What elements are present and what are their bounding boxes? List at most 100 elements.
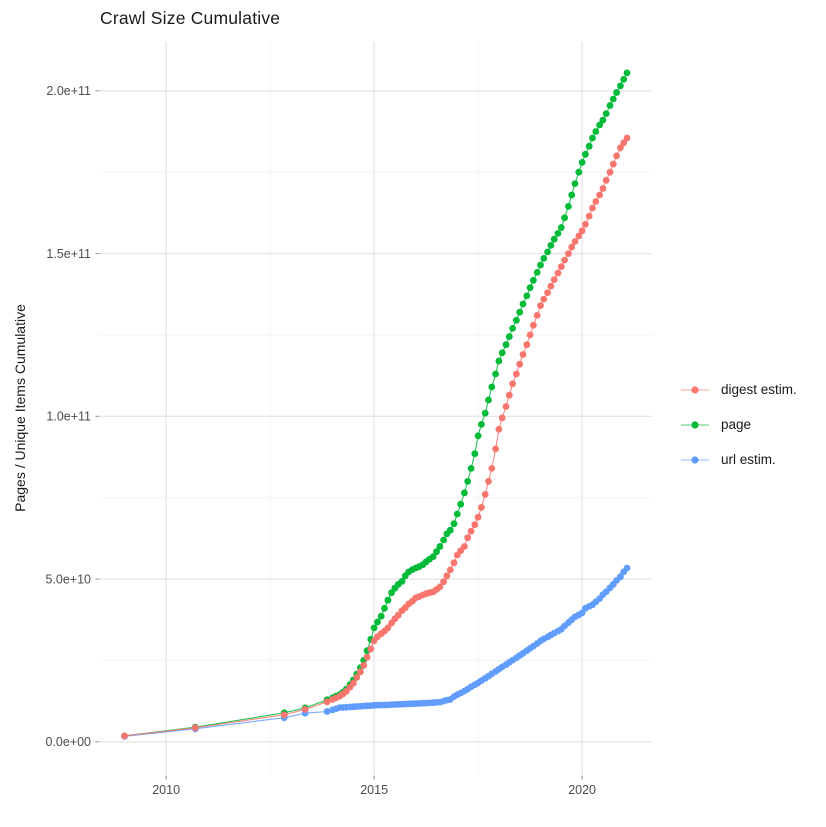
data-point bbox=[589, 204, 596, 212]
data-point bbox=[485, 396, 492, 404]
data-point bbox=[609, 95, 617, 103]
data-point bbox=[505, 333, 513, 340]
data-point bbox=[398, 577, 406, 585]
data-point bbox=[582, 220, 589, 228]
y-tick-label: 1.0e+11 bbox=[46, 410, 91, 424]
data-point bbox=[596, 191, 603, 199]
data-point bbox=[429, 553, 437, 560]
data-point bbox=[474, 432, 482, 440]
data-point bbox=[585, 142, 593, 150]
data-point bbox=[485, 478, 492, 485]
data-point bbox=[561, 214, 568, 222]
data-point bbox=[467, 527, 475, 535]
y-tick-label: 2.0e+11 bbox=[46, 84, 91, 98]
data-point bbox=[623, 564, 631, 572]
data-point bbox=[478, 504, 485, 511]
data-point bbox=[565, 250, 572, 257]
legend-label: url estim. bbox=[721, 452, 776, 467]
data-point bbox=[498, 349, 506, 357]
data-point bbox=[440, 536, 447, 544]
data-point bbox=[613, 152, 620, 160]
y-tick-label: 1.5e+11 bbox=[46, 247, 91, 261]
data-point bbox=[623, 134, 631, 142]
data-point bbox=[526, 284, 534, 292]
data-point bbox=[523, 292, 531, 300]
data-point bbox=[450, 559, 458, 567]
data-point bbox=[578, 227, 586, 235]
data-point bbox=[516, 360, 524, 368]
data-point bbox=[561, 256, 568, 264]
data-point bbox=[471, 450, 479, 458]
series-digest-estim bbox=[121, 134, 631, 740]
data-point bbox=[526, 331, 534, 339]
legend-item-page: page bbox=[680, 413, 797, 436]
data-point bbox=[377, 612, 385, 620]
y-axis-title: Pages / Unique Items Cumulative bbox=[12, 304, 28, 512]
data-point bbox=[575, 232, 583, 240]
data-point bbox=[436, 543, 444, 550]
data-point bbox=[599, 185, 607, 192]
data-point bbox=[509, 380, 516, 388]
data-point bbox=[481, 491, 489, 498]
data-point bbox=[513, 370, 520, 378]
data-point bbox=[516, 308, 524, 316]
data-point bbox=[606, 168, 614, 176]
chart-title: Crawl Size Cumulative bbox=[100, 8, 281, 28]
y-tick-label: 0.0e+00 bbox=[45, 735, 91, 749]
x-tick-label: 2020 bbox=[568, 783, 596, 797]
data-point bbox=[453, 510, 461, 518]
data-point bbox=[617, 82, 624, 90]
data-point bbox=[585, 212, 593, 220]
data-point bbox=[367, 645, 375, 653]
data-point bbox=[544, 289, 551, 296]
data-point bbox=[492, 445, 499, 453]
data-point bbox=[533, 269, 541, 276]
series-url-estim bbox=[121, 564, 631, 740]
data-point bbox=[443, 572, 451, 580]
data-point bbox=[606, 102, 614, 109]
data-point bbox=[571, 180, 579, 188]
data-point bbox=[537, 302, 544, 309]
data-point bbox=[544, 248, 551, 256]
data-point bbox=[464, 478, 472, 485]
gridlines-major bbox=[100, 42, 652, 775]
data-point bbox=[550, 276, 558, 283]
data-point bbox=[557, 224, 565, 231]
data-point bbox=[519, 351, 527, 358]
data-point bbox=[481, 409, 489, 417]
data-point bbox=[498, 414, 506, 422]
legend: digest estim. page url estim. bbox=[680, 378, 797, 471]
data-point bbox=[620, 76, 628, 83]
data-point bbox=[557, 263, 565, 270]
data-point bbox=[617, 573, 624, 581]
data-point bbox=[540, 255, 548, 262]
data-point bbox=[502, 341, 510, 349]
data-point bbox=[440, 578, 447, 586]
data-point bbox=[349, 679, 357, 687]
data-point bbox=[505, 391, 513, 399]
data-point bbox=[467, 465, 475, 472]
data-point bbox=[513, 316, 520, 324]
series-line bbox=[124, 137, 628, 737]
data-point bbox=[360, 661, 368, 669]
x-tick-label: 2015 bbox=[360, 783, 388, 797]
data-point bbox=[191, 724, 199, 732]
data-point bbox=[461, 543, 468, 550]
data-point bbox=[575, 168, 583, 176]
legend-label: digest estim. bbox=[721, 382, 797, 397]
data-point bbox=[533, 312, 541, 319]
data-point bbox=[547, 282, 555, 290]
data-point bbox=[381, 604, 388, 612]
data-point bbox=[530, 276, 537, 284]
data-point bbox=[374, 618, 381, 626]
data-point bbox=[613, 89, 620, 96]
data-point bbox=[519, 300, 527, 308]
data-point bbox=[457, 500, 465, 508]
data-point bbox=[492, 370, 499, 378]
data-point bbox=[602, 110, 610, 117]
data-point bbox=[571, 238, 579, 245]
data-point bbox=[323, 708, 331, 715]
series-line bbox=[124, 567, 628, 737]
